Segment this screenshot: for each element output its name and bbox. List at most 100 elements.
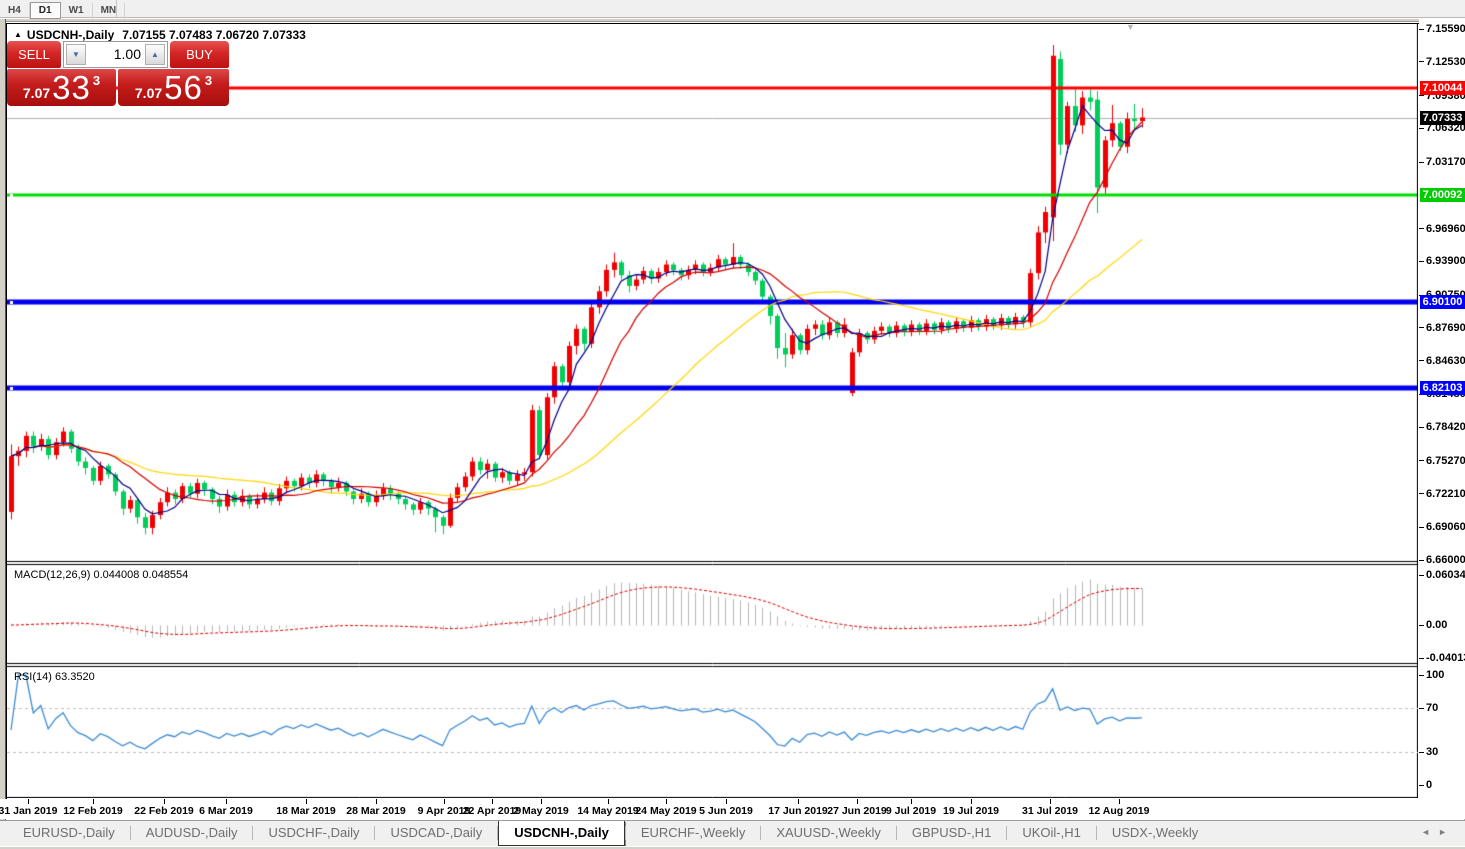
macd-tick-label: -0.040136 — [1426, 652, 1465, 664]
price-tick-label: 6.87690 — [1426, 321, 1465, 334]
macd-tick-mark — [1419, 658, 1424, 659]
price-axis[interactable]: 7.15590 7.12530 7.09380 7.06320 7.03170 6.969… — [1419, 19, 1465, 799]
status-bar — [0, 846, 1465, 849]
symbol-tab-ukoil[interactable]: UKOil-,H1 — [1022, 825, 1081, 840]
rsi-tick-mark — [1419, 752, 1424, 753]
date-tick-label: 6 Mar 2019 — [199, 805, 253, 817]
date-tick-label: 31 Jul 2019 — [1021, 805, 1079, 817]
price-tick-mark — [1419, 28, 1424, 30]
symbol-tab-xauusd[interactable]: XAUUSD-,Weekly — [776, 825, 881, 840]
macd-tick-mark — [1419, 625, 1424, 626]
sell-price-display[interactable]: 7.07 33 3 — [7, 69, 116, 106]
date-tick-mark — [28, 799, 29, 804]
sell-price-big-digits: 33 — [52, 68, 91, 106]
rsi-indicator-label: RSI(14) 63.3520 — [14, 671, 95, 683]
macd-tick-label: 0.00 — [1426, 619, 1448, 631]
timeframe-tab-h4[interactable]: H4 — [0, 3, 30, 20]
buy-price-pipette: 3 — [204, 73, 213, 88]
tab-scroll-left-icon[interactable]: ◄ — [1421, 827, 1439, 837]
date-tick-label: 22 Feb 2019 — [134, 805, 194, 817]
volume-increase-icon[interactable]: ▲ — [145, 44, 165, 65]
date-tick-mark — [226, 799, 227, 804]
symbol-tab-strip: EURUSD-,Daily AUDUSD-,Daily USDCHF-,Daily U… — [8, 821, 1213, 846]
price-level-badge: 7.07333 — [1420, 110, 1465, 125]
timeframe-tab-w1[interactable]: W1 — [61, 3, 93, 20]
chart-shift-marker-icon[interactable]: ▼ — [1126, 22, 1135, 32]
price-tick-label: 6.72210 — [1426, 487, 1465, 500]
date-tick-label: 5 Jun 2019 — [699, 805, 753, 817]
symbol-tab-eurusd[interactable]: EURUSD-,Daily — [23, 825, 115, 840]
date-tick-mark — [1119, 799, 1120, 804]
symbol-tab-usdcad[interactable]: USDCAD-,Daily — [390, 825, 483, 840]
date-tick-mark — [911, 799, 912, 804]
price-tick-mark — [1419, 493, 1424, 495]
volume-input[interactable]: ▼ 1.00 ▲ — [63, 41, 168, 68]
price-tick-mark — [1419, 127, 1424, 129]
date-tick-mark — [306, 799, 307, 804]
date-tick-mark — [971, 799, 972, 804]
price-tick-mark — [1419, 526, 1424, 528]
collapse-triangle-icon[interactable]: ▲ — [14, 30, 22, 39]
price-tick-label: 7.12530 — [1426, 55, 1465, 68]
price-tick-label: 6.96960 — [1426, 222, 1465, 235]
rsi-tick-label: 100 — [1426, 669, 1445, 681]
tab-separator — [374, 826, 376, 840]
tab-separator — [1095, 826, 1097, 840]
tab-separator — [497, 826, 499, 840]
rsi-tick-label: 70 — [1426, 702, 1439, 714]
date-tick-label: 19 Jul 2019 — [942, 805, 1000, 817]
price-tick-label: 6.84630 — [1426, 354, 1465, 367]
price-tick-mark — [1419, 95, 1424, 97]
sell-price-pipette: 3 — [92, 73, 101, 88]
buy-price-big-digits: 56 — [164, 68, 203, 106]
price-tick-mark — [1419, 460, 1424, 462]
tab-separator — [624, 826, 626, 840]
date-tick-label: 9 Jul 2019 — [885, 805, 937, 817]
date-tick-label: 28 Mar 2019 — [346, 805, 406, 817]
buy-price-display[interactable]: 7.07 56 3 — [118, 69, 229, 106]
symbol-tab-audusd[interactable]: AUDUSD-,Daily — [145, 825, 238, 840]
tab-separator — [895, 826, 897, 840]
rsi-tick-mark — [1419, 708, 1424, 709]
date-axis[interactable]: 31 Jan 2019 12 Feb 2019 22 Feb 2019 6 Mar 2… — [0, 799, 1465, 819]
date-tick-label: 12 Aug 2019 — [1088, 805, 1150, 817]
price-tick-label: 7.15590 — [1426, 23, 1465, 36]
date-tick-mark — [376, 799, 377, 804]
date-tick-label: 9 Apr 2019 — [417, 805, 471, 817]
symbol-tab-usdx[interactable]: USDX-,Weekly — [1111, 825, 1199, 840]
sell-button[interactable]: SELL — [7, 41, 61, 68]
price-tick-label: 7.03170 — [1426, 156, 1465, 169]
chart-panel-left-border — [6, 23, 7, 799]
volume-value[interactable]: 1.00 — [113, 46, 141, 62]
timeframe-tab-mn[interactable]: MN — [93, 3, 126, 20]
volume-decrease-icon[interactable]: ▼ — [66, 44, 86, 65]
symbol-tab-usdchf[interactable]: USDCHF-,Daily — [268, 825, 360, 840]
toolbar-divider — [116, 0, 117, 17]
date-tick-label: 31 Jan 2019 — [0, 805, 58, 817]
chart-ohlc-values: 7.07155 7.07483 7.06720 7.07333 — [122, 28, 306, 42]
one-click-trading-panel: SELL ▼ 1.00 ▲ BUY 7.07 33 3 7.07 56 3 — [7, 41, 229, 106]
date-tick-label: 22 Apr 2019 — [462, 805, 522, 817]
sell-price-prefix: 7.07 — [22, 84, 51, 101]
date-tick-label: 24 May 2019 — [635, 805, 697, 817]
tab-scroll-right-icon[interactable]: ► — [1438, 827, 1455, 837]
date-tick-mark — [666, 799, 667, 804]
price-chart-canvas[interactable] — [7, 24, 1418, 798]
rsi-tick-label: 30 — [1426, 746, 1439, 758]
symbol-tab-eurchf[interactable]: EURCHF-,Weekly — [640, 825, 746, 840]
chart-symbol-label: USDCNH-,Daily — [26, 28, 115, 42]
symbol-tab-usdcnh[interactable]: USDCNH-,Daily — [498, 821, 625, 846]
date-tick-mark — [444, 799, 445, 804]
buy-button[interactable]: BUY — [170, 41, 229, 68]
date-tick-mark — [93, 799, 94, 804]
date-tick-mark — [541, 799, 542, 804]
price-tick-mark — [1419, 260, 1424, 262]
price-tick-label: 7.06320 — [1426, 122, 1465, 135]
price-tick-label: 6.75270 — [1426, 454, 1465, 467]
tab-scroll-arrows[interactable]: ◄► — [1421, 827, 1455, 837]
timeframe-tab-d1[interactable]: D1 — [29, 2, 61, 19]
symbol-tab-gbpusd[interactable]: GBPUSD-,H1 — [911, 825, 992, 840]
rsi-tick-mark — [1419, 785, 1424, 786]
date-tick-mark — [1050, 799, 1051, 804]
